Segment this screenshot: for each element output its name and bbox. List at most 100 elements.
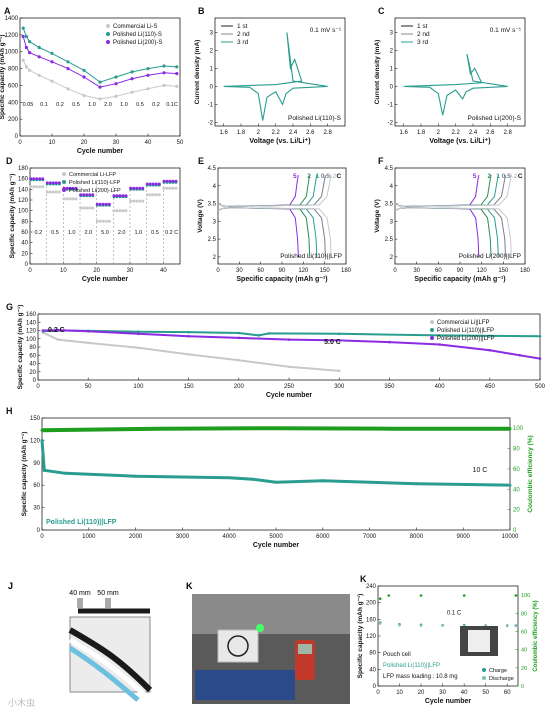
rate-label: 0.1C <box>166 102 178 108</box>
data-point <box>66 60 70 64</box>
data-point <box>162 83 166 87</box>
data-point <box>38 177 42 181</box>
chart-panel-h: H0 1000 2000 3000 4000 5000 6000 7000 8000 9000 10… <box>6 406 534 549</box>
data-point <box>37 45 41 50</box>
panel-letter: K <box>360 574 367 584</box>
data-point <box>129 186 133 190</box>
data-point <box>137 346 140 350</box>
x-tick-label: 2.6 <box>486 130 495 136</box>
rate-label: 0.2 C <box>165 230 178 236</box>
data-point <box>101 202 105 206</box>
x-tick-label: 10000 <box>502 534 519 540</box>
x-tick-label: 0 <box>36 384 40 390</box>
data-point <box>187 330 190 334</box>
data-point <box>148 193 152 197</box>
legend-entry: 3 rd <box>237 39 249 46</box>
data-point <box>28 40 32 44</box>
y-tick-label: 0 <box>37 528 41 534</box>
polished-li-layer <box>68 645 140 702</box>
data-point <box>162 71 166 75</box>
cv-curve <box>403 53 508 116</box>
data-point <box>54 190 58 194</box>
data-point <box>114 82 118 86</box>
data-point <box>45 181 49 185</box>
x-tick-label: 30 <box>113 140 120 146</box>
rate-label: 1.0 <box>120 102 128 108</box>
y-tick-label: 3.5 <box>385 202 394 208</box>
efficiency-point <box>274 426 278 430</box>
legend-entry: Polished Li(110)||LFP <box>437 328 494 334</box>
legend-entry: Polished Li(110)-LFP <box>69 180 121 186</box>
y-tick-label: 140 <box>18 187 29 193</box>
legend-entry: 3 rd <box>417 39 429 46</box>
legend-marker <box>430 320 434 324</box>
legend-entry: Polished Li(200)-S <box>113 40 162 46</box>
data-point <box>32 177 36 181</box>
x-tick-label: 30 <box>236 268 243 274</box>
discharge-curve <box>394 207 512 257</box>
rate-label: 0.1 <box>40 102 48 108</box>
data-point <box>65 186 69 190</box>
y-tick-label: 160 <box>366 617 377 623</box>
y-tick-label: 1400 <box>5 16 19 22</box>
data-point <box>171 179 175 183</box>
legend-marker <box>106 24 110 28</box>
panel-letter: C <box>378 6 385 16</box>
data-point <box>171 186 175 190</box>
data-point <box>24 34 28 39</box>
rate-label: 0.5 <box>72 102 80 108</box>
data-point <box>146 67 150 71</box>
plot-frame <box>394 17 526 127</box>
y-tick-label: 200 <box>366 601 377 607</box>
y-axis-label: Voltage (V) <box>374 199 381 232</box>
data-point <box>98 85 102 89</box>
x-tick-label: 40 <box>145 140 152 146</box>
data-point <box>45 190 49 194</box>
x-tick-label: 5000 <box>269 534 283 540</box>
y-tick-label: 60 <box>21 230 28 236</box>
data-point <box>414 482 418 486</box>
data-point <box>162 64 166 68</box>
y-tick-label: 180 <box>18 166 29 172</box>
data-point <box>79 206 83 210</box>
x-tick-label: 60 <box>435 268 442 274</box>
x-tick-label: 0 <box>18 140 22 146</box>
x-tick-label: 2 <box>437 130 441 136</box>
data-point <box>28 51 32 55</box>
legend-entry: 2 nd <box>237 31 250 38</box>
data-point <box>98 80 102 84</box>
y-tick-label: 2 <box>213 255 217 261</box>
data-point <box>174 179 178 183</box>
data-point <box>124 209 128 213</box>
data-point <box>165 186 169 190</box>
data-point <box>538 357 542 360</box>
rate-label: 2 <box>487 173 491 180</box>
data-point <box>51 181 55 185</box>
data-point <box>121 209 125 213</box>
discharge-point <box>419 624 423 627</box>
annotation: 0.1 C <box>447 610 462 616</box>
data-point <box>538 335 542 338</box>
data-point <box>151 193 155 197</box>
x-tick-label: 90 <box>457 268 464 274</box>
panel-letter-i: J <box>8 581 13 591</box>
data-point <box>488 349 492 352</box>
y-axis-label: Current density (mA) <box>374 40 381 105</box>
y-axis-label: Voltage (V) <box>197 199 204 232</box>
data-point <box>35 185 39 189</box>
data-point <box>287 365 291 369</box>
data-point <box>74 186 78 190</box>
y-tick-label: 0 <box>210 84 214 90</box>
pouch-cell-diagram: J 40 mm 50 mm <box>8 581 153 702</box>
y-tick-label: 80 <box>369 651 376 657</box>
panel-letter: D <box>6 156 13 166</box>
sample-label: Polished Li(200)||LFP <box>459 253 521 260</box>
y-right-tick-label: 100 <box>521 593 530 599</box>
data-point <box>37 55 41 59</box>
y-tick-label: 0 <box>390 84 394 90</box>
y-tick-label: 600 <box>8 83 19 89</box>
x-tick-label: 0 <box>376 690 380 696</box>
x-tick-label: 2 <box>257 130 261 136</box>
x-tick-label: 40 <box>160 268 167 274</box>
